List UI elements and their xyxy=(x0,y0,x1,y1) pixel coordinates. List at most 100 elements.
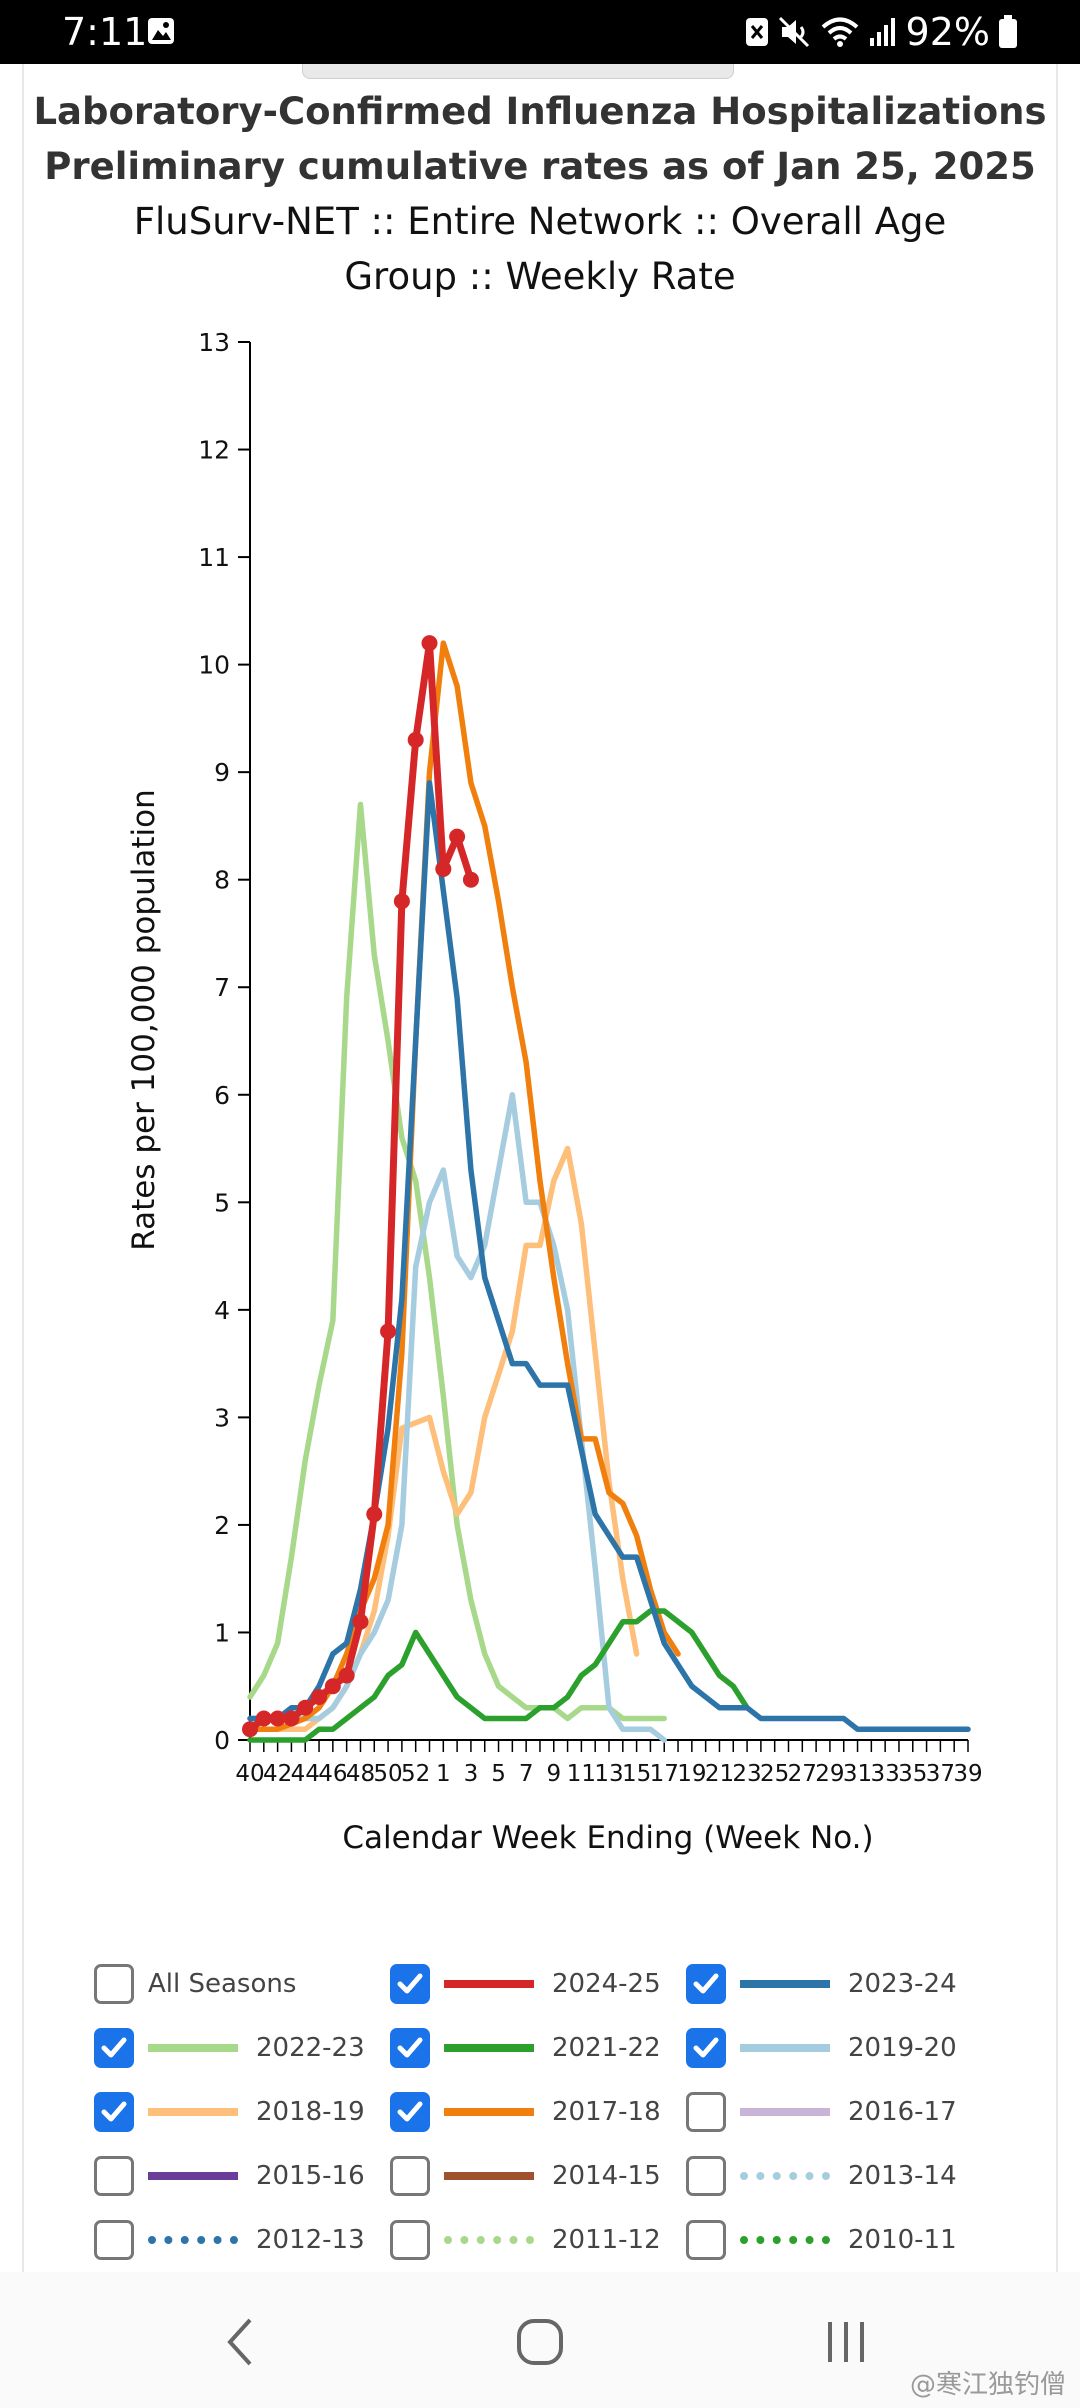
battery-icon xyxy=(999,15,1017,48)
checkbox-2011-12[interactable] xyxy=(390,2220,430,2260)
checkbox-2023-24[interactable] xyxy=(686,1964,726,2004)
legend-item-2013-14[interactable]: 2013-14 xyxy=(686,2152,957,2200)
legend-item-2019-20[interactable]: 2019-20 xyxy=(686,2024,957,2072)
checkbox-2024-25[interactable] xyxy=(390,1964,430,2004)
home-button[interactable] xyxy=(500,2302,580,2382)
legend-item-2010-11[interactable]: 2010-11 xyxy=(686,2216,957,2264)
x-tick-label: 46 xyxy=(318,1761,347,1787)
chart-title-date: Preliminary cumulative rates as of Jan 2… xyxy=(44,145,1036,188)
x-tick-label: 3 xyxy=(464,1761,479,1787)
checkbox-all-seasons[interactable] xyxy=(94,1964,134,2004)
legend-item-2021-22[interactable]: 2021-22 xyxy=(390,2024,661,2072)
x-tick-label: 37 xyxy=(926,1761,955,1787)
x-tick-label: 39 xyxy=(953,1761,982,1787)
legend-item-2023-24[interactable]: 2023-24 xyxy=(686,1960,957,2008)
legend-swatch xyxy=(740,2172,830,2180)
y-tick-label: 3 xyxy=(214,1403,230,1432)
chart-subtitle: FluSurv-NET :: Entire Network :: Overall… xyxy=(133,200,947,298)
legend-label: 2015-16 xyxy=(256,2161,365,2191)
chart-title: Laboratory-Confirmed Influenza Hospitali… xyxy=(33,90,1047,133)
legend-item-2015-16[interactable]: 2015-16 xyxy=(94,2152,365,2200)
legend-item-2014-15[interactable]: 2014-15 xyxy=(390,2152,661,2200)
data-point-2024-25 xyxy=(242,1721,258,1738)
data-point-2024-25 xyxy=(324,1678,341,1695)
legend-swatch xyxy=(444,1980,534,1988)
y-tick-label: 12 xyxy=(198,436,230,465)
series-line-2022-23 xyxy=(247,801,667,1722)
legend-item-2024-25[interactable]: 2024-25 xyxy=(390,1960,661,2008)
legend-label: 2011-12 xyxy=(552,2225,661,2255)
legend-swatch xyxy=(148,2108,238,2116)
y-axis-label: Rates per 100,000 population xyxy=(126,789,162,1251)
legend-item-2022-23[interactable]: 2022-23 xyxy=(94,2024,365,2072)
data-point-2024-25 xyxy=(407,731,424,748)
x-tick-label: 5 xyxy=(491,1761,506,1787)
legend-item-2011-12[interactable]: 2011-12 xyxy=(390,2216,661,2264)
x-tick-label: 15 xyxy=(622,1761,651,1787)
legend-swatch xyxy=(444,2044,534,2052)
home-icon xyxy=(517,2319,563,2365)
x-tick-label: 29 xyxy=(815,1761,844,1787)
signal-icon xyxy=(869,18,895,46)
drag-handle[interactable] xyxy=(302,64,734,79)
data-point-2024-25 xyxy=(366,1506,383,1523)
checkbox-2015-16[interactable] xyxy=(94,2156,134,2196)
checkmark-icon xyxy=(397,1973,423,1994)
x-tick-label: 23 xyxy=(732,1761,761,1787)
x-tick-label: 9 xyxy=(546,1761,561,1787)
legend-item-2016-17[interactable]: 2016-17 xyxy=(686,2088,957,2136)
y-tick-label: 9 xyxy=(214,758,230,787)
series-line-2023-24 xyxy=(247,780,971,1732)
checkbox-2021-22[interactable] xyxy=(390,2028,430,2068)
y-tick-label: 2 xyxy=(214,1511,230,1540)
x-tick-label: 40 xyxy=(235,1761,264,1787)
recent-apps-button[interactable] xyxy=(806,2302,886,2382)
checkmark-icon xyxy=(101,2101,127,2122)
watermark: @寒江独钓僧 xyxy=(909,2370,1066,2400)
checkmark-icon xyxy=(101,2037,127,2058)
data-point-2024-25 xyxy=(255,1710,272,1727)
checkbox-2022-23[interactable] xyxy=(94,2028,134,2068)
data-point-2024-25 xyxy=(449,828,466,845)
data-point-2024-25 xyxy=(462,871,479,888)
checkbox-2019-20[interactable] xyxy=(686,2028,726,2068)
x-tick-label: 50 xyxy=(373,1761,402,1787)
legend-item-2012-13[interactable]: 2012-13 xyxy=(94,2216,365,2264)
x-tick-label: 52 xyxy=(401,1761,430,1787)
x-tick-label: 13 xyxy=(594,1761,623,1787)
legend-label: 2018-19 xyxy=(256,2097,365,2127)
y-tick-label: 13 xyxy=(198,328,230,357)
back-button[interactable] xyxy=(200,2302,280,2382)
legend-swatch xyxy=(148,2044,238,2052)
data-point-2024-25 xyxy=(283,1710,300,1727)
x-axis-label: Calendar Week Ending (Week No.) xyxy=(342,1820,874,1856)
checkbox-2013-14[interactable] xyxy=(686,2156,726,2196)
x-tick-label: 35 xyxy=(898,1761,927,1787)
y-tick-label: 5 xyxy=(214,1188,230,1217)
y-tick-label: 6 xyxy=(214,1081,230,1110)
data-point-2024-25 xyxy=(393,893,410,910)
status-bar: 7:11 92% xyxy=(0,0,1080,64)
legend-item-all-seasons[interactable]: All Seasons xyxy=(94,1960,296,2008)
checkbox-2017-18[interactable] xyxy=(390,2092,430,2132)
checkbox-2014-15[interactable] xyxy=(390,2156,430,2196)
series-line-2019-20 xyxy=(247,1092,667,1743)
wifi-icon xyxy=(821,17,858,47)
legend-label: 2019-20 xyxy=(848,2033,957,2063)
data-point-2024-25 xyxy=(338,1667,355,1684)
x-tick-label: 31 xyxy=(843,1761,872,1787)
legend-item-2018-19[interactable]: 2018-19 xyxy=(94,2088,365,2136)
checkbox-2016-17[interactable] xyxy=(686,2092,726,2132)
checkbox-2018-19[interactable] xyxy=(94,2092,134,2132)
x-tick-label: 19 xyxy=(677,1761,706,1787)
back-icon xyxy=(227,2318,252,2366)
x-tick-label: 17 xyxy=(650,1761,679,1787)
checkbox-2012-13[interactable] xyxy=(94,2220,134,2260)
x-tick-label: 1 xyxy=(436,1761,451,1787)
checkbox-2010-11[interactable] xyxy=(686,2220,726,2260)
y-tick-label: 4 xyxy=(214,1296,230,1325)
x-tick-label: 25 xyxy=(760,1761,789,1787)
legend-item-2017-18[interactable]: 2017-18 xyxy=(390,2088,661,2136)
legend-swatch xyxy=(444,2236,534,2244)
